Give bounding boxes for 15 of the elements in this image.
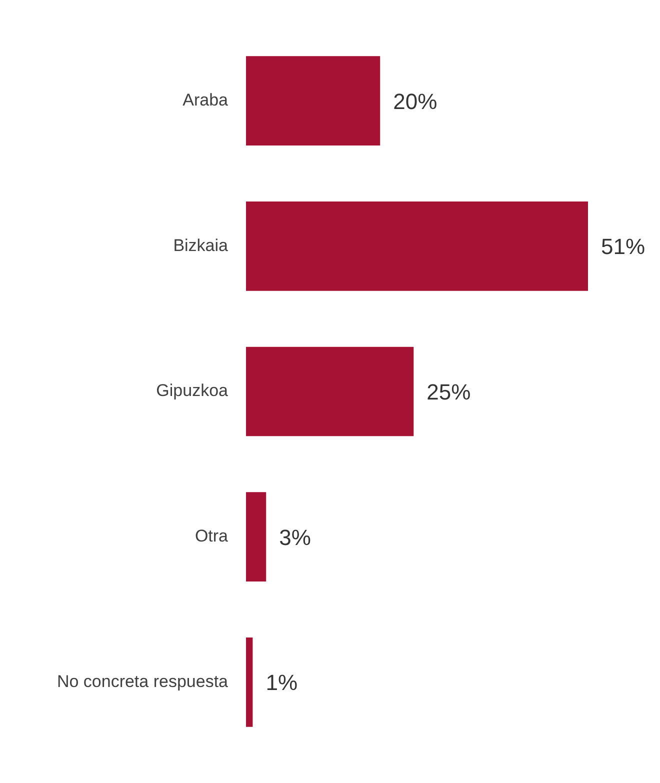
y-tick-label: Bizkaia	[173, 236, 229, 255]
data-label: 25%	[426, 380, 471, 405]
y-tick-label: Otra	[194, 526, 229, 546]
data-label: 51%	[601, 234, 646, 260]
bar	[246, 56, 380, 146]
bar	[246, 201, 588, 291]
data-label: 1%	[266, 670, 298, 696]
data-label: 3%	[279, 524, 311, 550]
bar	[246, 637, 253, 727]
y-tick-label: Araba	[182, 90, 229, 110]
y-tick-label: No concreta respuesta	[56, 672, 229, 691]
data-label: 20%	[393, 88, 438, 114]
bar	[246, 492, 266, 582]
bar	[246, 346, 414, 436]
y-tick-label: Gipuzkoa	[156, 381, 229, 400]
